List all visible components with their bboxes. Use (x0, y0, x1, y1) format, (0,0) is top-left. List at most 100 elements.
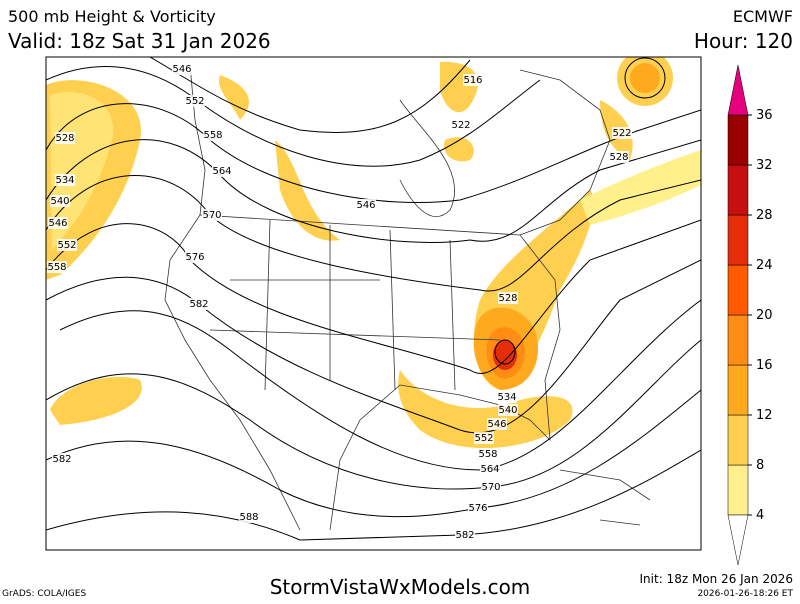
vort-band (398, 370, 573, 449)
contour-label: 546 (356, 200, 375, 211)
contour-label: 552 (185, 96, 204, 107)
us-border (199, 214, 561, 531)
contour-label: 576 (185, 252, 204, 263)
contour-label: 558 (203, 130, 222, 141)
vort-core (493, 340, 517, 370)
contour-label-bg (498, 292, 518, 304)
contour (46, 175, 701, 292)
contour-label-bg (474, 432, 494, 444)
contour-label-bg (172, 63, 192, 75)
contour-label: 588 (239, 512, 258, 523)
vort-blob (630, 63, 660, 93)
colorbar-segment (727, 164, 749, 216)
init-time: Init: 18z Mon 26 Jan 2026 (640, 572, 793, 586)
contour-label: 516 (463, 75, 482, 86)
vort-blob (444, 137, 474, 162)
contour-label-bg (203, 129, 223, 141)
contour-label: 570 (202, 210, 221, 221)
contour-label: 522 (612, 128, 631, 139)
contour-label-bg (189, 298, 209, 310)
vorticity-shading (46, 57, 701, 449)
contour-label: 522 (451, 120, 470, 131)
colorbar-label: 28 (756, 208, 773, 223)
colorbar-label: 8 (756, 458, 764, 473)
colorbar-segment (727, 364, 749, 416)
contour-label: 582 (52, 454, 71, 465)
geography (164, 64, 651, 531)
valid-time: Valid: 18z Sat 31 Jan 2026 (8, 29, 271, 53)
height-contours (46, 57, 701, 541)
contour-label-bg (455, 529, 475, 541)
contour-label: 546 (48, 218, 67, 229)
colorbar-over (727, 64, 749, 116)
colorbar-label: 20 (756, 308, 773, 323)
vort-blob (50, 376, 142, 425)
west-coast (164, 64, 301, 531)
contour-label-bg (202, 209, 222, 221)
contour-label-bg (55, 174, 75, 186)
contour-label-bg (480, 463, 500, 475)
vort-band (580, 150, 701, 225)
hudson-bay (399, 99, 456, 217)
model: ECMWF (733, 7, 793, 26)
contour (149, 57, 471, 133)
contour-label: 558 (47, 262, 66, 273)
contour-label-bg (497, 391, 517, 403)
title: 500 mb Height & Vorticity (8, 7, 216, 26)
contour-label: 528 (498, 293, 517, 304)
colorbar-label: 32 (756, 158, 773, 173)
contour-label-bg (239, 511, 259, 523)
colorbar-label: 24 (756, 258, 773, 273)
state-lines (209, 219, 501, 391)
contour-label: 564 (480, 464, 499, 475)
contour-label-bg (451, 119, 471, 131)
colorbar-segment (727, 464, 749, 516)
site: StormVistaWxModels.com (270, 575, 531, 599)
contour-label-bg (463, 74, 483, 86)
contour-label: 540 (498, 405, 517, 416)
colorbar-segment (727, 314, 749, 366)
contour (46, 103, 701, 203)
colorbar-segment (727, 114, 749, 166)
timestamp: 2026-01-26-18:26 ET (697, 589, 793, 599)
contour-label-bg (498, 404, 518, 416)
contour (494, 339, 516, 365)
contour-label: 528 (55, 133, 74, 144)
colorbar-under (727, 514, 749, 566)
colorbar-segment (727, 214, 749, 266)
contour-label: 558 (478, 449, 497, 460)
contour-label-bg (57, 239, 77, 251)
map: 546 552 558 564 570 576 582 528 534 540 546 552 558 5… (46, 57, 701, 550)
contour-label: 534 (55, 175, 74, 186)
contour-labels: 546 552 558 564 570 576 582 528 534 540 546 552 558 5… (47, 63, 632, 541)
colorbar-label: 4 (756, 508, 764, 523)
contour-label-bg (478, 448, 498, 460)
contour-label-bg (487, 418, 507, 430)
contour-label: 534 (497, 392, 516, 403)
contour-label: 570 (481, 482, 500, 493)
contour-label: 552 (57, 240, 76, 251)
colorbar-label: 36 (756, 108, 773, 123)
contour-label-bg (481, 481, 501, 493)
contour-label-bg (212, 165, 232, 177)
map-background (46, 57, 701, 550)
contour-label: 546 (487, 419, 506, 430)
colorbar-segment (727, 414, 749, 466)
contour (46, 389, 701, 518)
contour-label: 564 (212, 166, 231, 177)
colorbar-segment (727, 264, 749, 316)
contour-label: 540 (50, 196, 69, 207)
contour-label: 582 (455, 530, 474, 541)
colorbar: 4 8 12 16 20 24 28 32 36 (727, 64, 773, 566)
colorbar-label: 16 (756, 358, 773, 373)
contour (59, 299, 701, 471)
contour-label-bg (612, 127, 632, 139)
map-frame (45, 56, 702, 551)
contour-label: 582 (189, 299, 208, 310)
contour-label-bg (50, 195, 70, 207)
contour-label-bg (55, 132, 75, 144)
contour-label-bg (47, 261, 67, 273)
credit: GrADS: COLA/IGES (2, 589, 86, 599)
contour-label-bg (52, 453, 72, 465)
